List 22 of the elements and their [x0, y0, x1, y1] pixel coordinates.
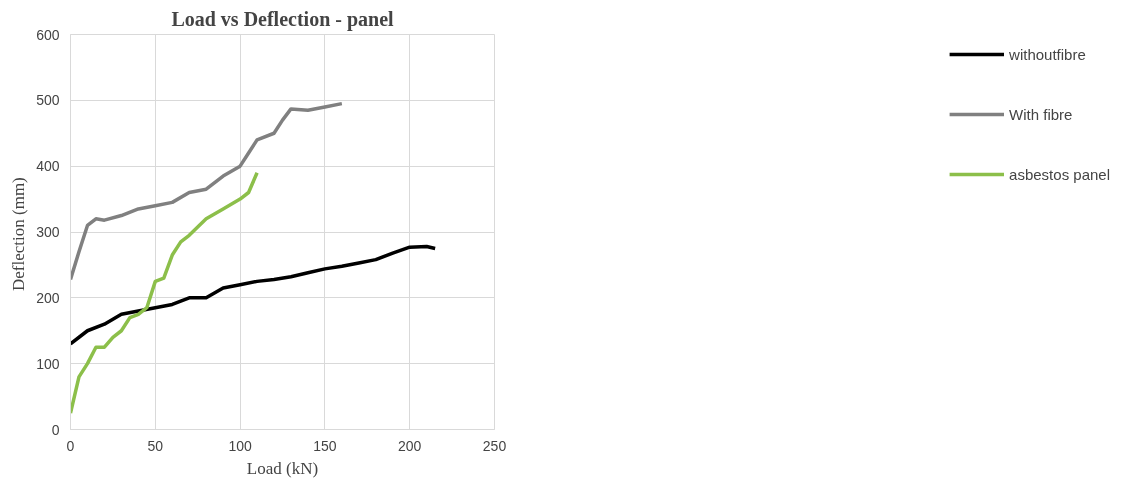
- y-tick-label: 200: [36, 289, 60, 306]
- y-tick-label: 0: [51, 421, 60, 438]
- line-series: [70, 244, 437, 346]
- x-tick-label: 250: [482, 437, 507, 454]
- x-tick-label: 200: [398, 437, 422, 454]
- y-tick-label: 100: [36, 355, 60, 372]
- y-tick-label: 400: [36, 158, 60, 175]
- y-tick-label: 300: [36, 224, 60, 240]
- line-series: [70, 101, 344, 282]
- y-tick-label: 600: [36, 26, 60, 43]
- x-tick-label: 0: [66, 437, 75, 454]
- legend-label: withoutfibre: [1009, 45, 1086, 63]
- legend-label: With fibre: [1009, 105, 1073, 123]
- chart-title: Load vs Deflection - panel: [171, 7, 395, 31]
- x-tick-label: 100: [228, 437, 252, 454]
- legend-label: asbestos panel: [1009, 165, 1110, 183]
- line-series: [70, 171, 259, 415]
- x-tick-label: 150: [313, 437, 337, 454]
- x-tick-label: 50: [147, 437, 164, 454]
- y-axis-title: Deflection (mm): [9, 177, 29, 292]
- y-tick-label: 500: [36, 92, 60, 109]
- x-axis-title: Load (kN): [246, 458, 319, 478]
